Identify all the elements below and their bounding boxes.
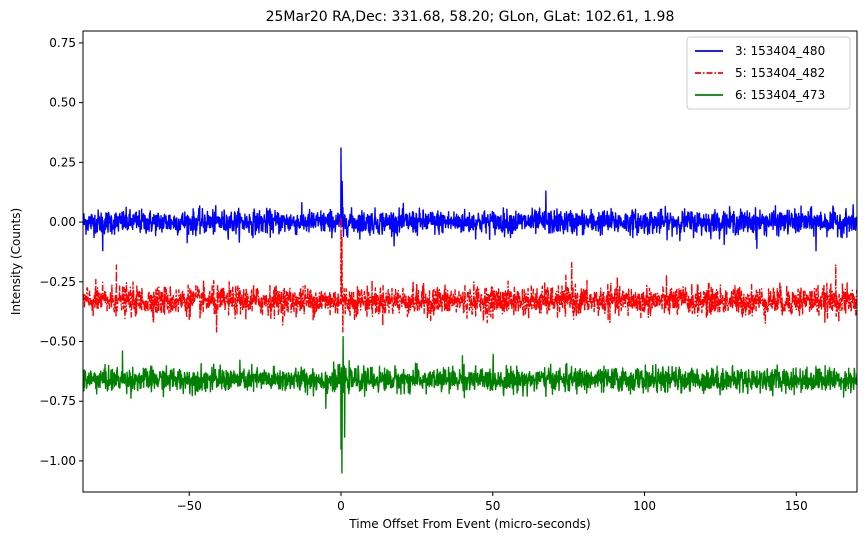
y-tick-label: 0.50	[49, 96, 76, 110]
x-axis-label: Time Offset From Event (micro-seconds)	[348, 517, 590, 531]
y-tick-label: 0.75	[49, 36, 76, 50]
x-tick-label: 100	[633, 499, 656, 513]
series-line-1	[83, 147, 857, 252]
legend: 3: 153404_480 5: 153404_482 6: 153404_473	[686, 36, 851, 110]
series-line-3	[83, 336, 857, 474]
y-tick-label: 0.00	[49, 215, 76, 229]
y-tick-label: −0.75	[39, 394, 76, 408]
legend-label-2: 5: 153404_482	[735, 66, 825, 80]
x-tick-label: 50	[485, 499, 500, 513]
y-tick-label: −0.25	[39, 275, 76, 289]
legend-label-1: 3: 153404_480	[735, 44, 825, 58]
x-axis: −50 0 50 100 150	[177, 492, 808, 513]
series-line-2	[83, 216, 857, 333]
x-tick-label: 150	[785, 499, 808, 513]
y-tick-label: 0.25	[49, 155, 76, 169]
legend-box	[686, 36, 851, 110]
legend-label-3: 6: 153404_473	[735, 88, 825, 102]
y-tick-label: −0.50	[39, 335, 76, 349]
y-tick-label: −1.00	[39, 454, 76, 468]
plot-frame	[82, 30, 858, 493]
x-tick-label: −50	[177, 499, 202, 513]
y-axis-label: Intensity (Counts)	[9, 208, 23, 315]
x-tick-label: 0	[337, 499, 345, 513]
chart-title: 25Mar20 RA,Dec: 331.68, 58.20; GLon, GLa…	[266, 9, 675, 25]
series-layer	[83, 147, 857, 474]
y-axis: 0.75 0.50 0.25 0.00 −0.25 −0.50 −0.75 −1.00	[39, 36, 83, 468]
